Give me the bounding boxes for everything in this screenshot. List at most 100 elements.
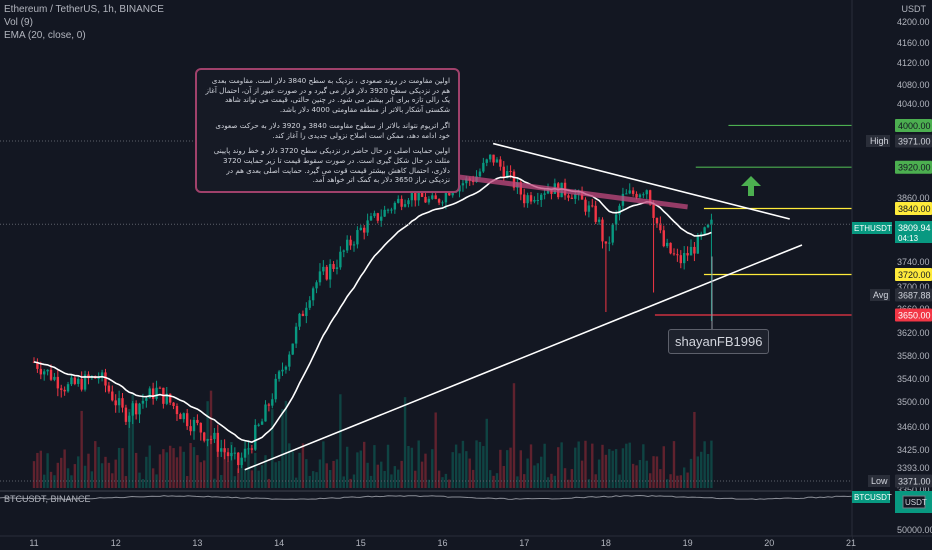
volume-bar: [271, 409, 274, 488]
volume-bar: [482, 446, 485, 488]
candle-body: [97, 377, 100, 379]
candle-body: [710, 219, 713, 225]
symbol-tag: ETHUSDT: [854, 224, 892, 233]
ema-legend[interactable]: EMA (20, close, 0): [4, 30, 86, 41]
candle-body: [121, 398, 124, 408]
volume-bar: [376, 464, 380, 488]
candle-body: [604, 241, 608, 244]
volume-bar: [138, 472, 141, 488]
candle-body: [196, 419, 199, 423]
volume-bar: [475, 440, 478, 488]
volume-bar: [325, 463, 328, 488]
candle-body: [631, 190, 635, 194]
level-price-label-bg: [895, 160, 932, 174]
date-tick: 18: [601, 538, 611, 548]
candle-body: [625, 193, 628, 195]
candle-body: [441, 202, 444, 204]
volume-bar: [669, 474, 672, 488]
volume-bar: [441, 477, 444, 488]
volume-bar: [134, 452, 138, 488]
volume-bar: [403, 397, 407, 488]
candle-body: [465, 178, 468, 184]
candle-body: [192, 419, 196, 432]
volume-bar: [356, 452, 359, 488]
volume-bars: [32, 383, 713, 488]
candle-body: [414, 191, 417, 201]
candle-body: [284, 366, 288, 370]
candle-body: [213, 432, 216, 440]
symbol-legend[interactable]: Ethereum / TetherUS, 1h, BINANCE: [4, 4, 164, 15]
candle-body: [403, 204, 407, 207]
price-tick: 3700.00: [897, 282, 930, 292]
volume-bar: [141, 479, 145, 488]
candle-body: [356, 230, 359, 245]
candle-body: [179, 414, 182, 420]
volume-bar: [560, 442, 563, 488]
volume-bar: [73, 464, 77, 488]
candle-body: [254, 424, 257, 450]
volume-bar: [80, 410, 83, 488]
volume-bar: [533, 465, 536, 488]
volume-bar: [104, 456, 107, 488]
volume-bar: [192, 447, 196, 488]
volume-bar: [165, 452, 168, 488]
volume-bar: [257, 470, 260, 488]
btc-currency: USDT: [905, 498, 927, 507]
candle-body: [591, 205, 594, 207]
volume-bar: [373, 445, 376, 488]
candle-body: [693, 246, 696, 254]
candle-body: [400, 198, 403, 207]
candle-body: [512, 171, 516, 188]
candle-body: [523, 194, 526, 204]
volume-bar: [298, 452, 301, 488]
volume-bar: [318, 459, 322, 488]
candle-body: [199, 422, 203, 433]
price-axis[interactable]: USDT 4200.00 4160.00 4120.00 4080.00 4040.00 3…: [851, 0, 932, 550]
candle-body: [175, 405, 179, 415]
volume-bar: [505, 450, 509, 488]
candle-body: [574, 194, 577, 199]
level-price-label-bg: [895, 308, 932, 322]
volume-bar: [148, 445, 151, 488]
volume-legend[interactable]: Vol (9): [4, 17, 33, 28]
candle-body: [66, 384, 70, 392]
candle-body: [80, 378, 83, 390]
volume-bar: [492, 475, 495, 488]
volume-bar: [614, 449, 618, 488]
candle-body: [448, 191, 451, 196]
candle-body: [706, 224, 710, 228]
volume-bar: [339, 394, 342, 488]
volume-bar: [172, 448, 175, 488]
volume-bar: [49, 471, 53, 488]
volume-bar: [676, 475, 679, 488]
volume-bar: [274, 462, 277, 488]
candle-body: [567, 195, 570, 198]
volume-bar: [587, 479, 591, 488]
volume-bar: [291, 451, 294, 488]
candle-body: [77, 378, 80, 384]
candle-body: [373, 213, 376, 217]
candle-body: [56, 376, 60, 389]
volume-bar: [693, 411, 696, 488]
candle-body: [601, 219, 604, 242]
date-axis[interactable]: 11 12 13 14 15 16 17 18 19 20 21: [0, 535, 932, 550]
date-tick: 19: [683, 538, 693, 548]
volume-bar: [543, 443, 546, 488]
volume-bar: [349, 478, 352, 488]
price-tick: 3460.00: [897, 422, 930, 432]
candle-body: [407, 200, 410, 205]
candle-body: [635, 193, 638, 198]
price-tick: 4040.00: [897, 99, 930, 109]
btc-legend[interactable]: BTCUSDT, BINANCE: [4, 494, 91, 504]
analysis-note[interactable]: اولین مقاومت در روند صعودی ، نزدیک به سط…: [195, 68, 460, 194]
candle-body: [676, 254, 679, 256]
candle-body: [70, 377, 73, 385]
volume-bar: [230, 441, 233, 488]
volume-bar: [97, 446, 100, 488]
volume-bar: [250, 470, 254, 488]
candle-body: [148, 388, 151, 399]
price-tick: 3393.00: [897, 463, 930, 473]
volume-bar: [254, 452, 257, 488]
author-watermark: shayanFB1996: [668, 329, 770, 354]
